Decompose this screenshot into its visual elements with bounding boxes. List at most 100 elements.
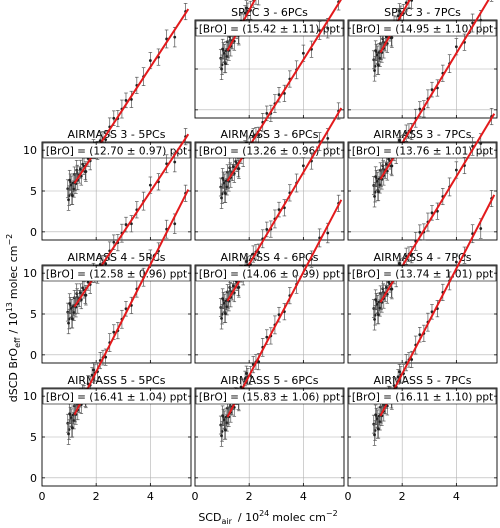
data-point — [69, 307, 73, 310]
data-point — [92, 368, 95, 372]
subplot: AIRMASS 4 - 5PCs [BrO] = (12.58 ± 0.96) p… — [23, 128, 192, 364]
data-point — [225, 185, 229, 189]
y-tick-label: 0 — [30, 226, 37, 239]
data-point — [223, 312, 227, 316]
y-tick-label: 10 — [23, 267, 37, 280]
data-point — [104, 138, 108, 142]
data-point — [378, 183, 382, 187]
data-point — [418, 230, 422, 234]
data-point — [223, 428, 227, 432]
subplot-title: AIRMASS 3 - 7PCs — [374, 128, 472, 141]
data-point — [220, 430, 224, 433]
data-point — [398, 262, 401, 265]
annotation-text: [BrO] = (13.74 ± 1.01) ppt — [352, 269, 493, 281]
data-point — [479, 18, 483, 22]
data-point — [67, 317, 71, 321]
data-point — [374, 175, 378, 178]
x-tick-label: 4 — [147, 490, 154, 503]
data-point — [90, 373, 94, 377]
data-point — [222, 181, 226, 185]
annotation-text: [BrO] = (16.11 ± 1.10) ppt — [352, 392, 493, 404]
data-point — [374, 413, 378, 417]
data-point — [376, 190, 380, 194]
data-point — [220, 316, 223, 320]
data-point — [70, 194, 74, 197]
y-tick-label: 10 — [23, 390, 37, 403]
data-point — [389, 36, 393, 40]
data-point — [430, 88, 434, 92]
data-point — [373, 69, 376, 72]
data-point — [418, 333, 422, 337]
annotation-text: [BrO] = (15.83 ± 1.06) ppt — [199, 392, 340, 404]
data-point — [410, 253, 414, 257]
data-point — [430, 211, 434, 215]
x-tick-label: 2 — [246, 490, 253, 503]
x-tick-label: 0 — [39, 490, 46, 503]
data-point — [112, 240, 116, 244]
data-point — [396, 375, 400, 379]
subplot: AIRMASS 3 - 5PCs [BrO] = (12.70 ± 0.97) p… — [23, 3, 192, 241]
data-point — [389, 164, 393, 168]
data-point — [67, 428, 71, 431]
subplot-title: AIRMASS 4 - 5PCs — [68, 251, 166, 264]
data-point — [220, 192, 224, 196]
data-point — [373, 433, 376, 437]
fit-line — [226, 0, 256, 52]
y-tick-label: 5 — [30, 431, 37, 444]
data-point — [148, 256, 152, 260]
data-point — [225, 421, 229, 425]
data-point — [265, 335, 269, 339]
subplot: AIRMASS 5 - 6PCs [BrO] = (15.83 ± 1.06) p… — [192, 194, 345, 503]
annotation-text: [BrO] = (15.42 ± 1.11) ppt — [199, 24, 340, 36]
data-point — [72, 311, 76, 314]
data-point — [378, 420, 382, 424]
data-point — [389, 287, 393, 291]
subplot: AIRMASS 3 - 7PCs [BrO] = (13.76 ± 1.01) p… — [347, 0, 498, 241]
data-point — [245, 372, 248, 375]
data-point — [277, 208, 281, 211]
data-point — [375, 53, 379, 57]
data-point — [326, 26, 330, 30]
data-point — [79, 291, 82, 295]
data-point — [83, 170, 87, 173]
annotation-text: [BrO] = (13.26 ± 0.96) ppt — [199, 146, 340, 158]
data-point — [396, 14, 400, 18]
data-point — [374, 298, 378, 302]
data-point — [454, 168, 458, 172]
data-point — [373, 318, 376, 321]
data-point — [373, 190, 377, 194]
data-point — [301, 264, 305, 268]
data-point — [232, 165, 235, 169]
data-point — [245, 260, 248, 263]
data-point — [81, 162, 85, 166]
data-point — [72, 419, 76, 423]
data-point — [221, 414, 225, 418]
subplot-title: AIRMASS 3 - 5PCs — [68, 128, 166, 141]
y-tick-label: 10 — [23, 144, 37, 157]
x-tick-label: 0 — [345, 490, 352, 503]
subplot: SPEC 3 - 7PCs[BrO] = (14.95 ± 1.10) ppt — [347, 0, 498, 119]
y-tick-label: 5 — [30, 185, 37, 198]
data-point — [223, 62, 227, 66]
data-point — [124, 223, 128, 226]
data-point — [112, 116, 116, 120]
data-point — [265, 228, 269, 231]
annotation-text: [BrO] = (12.58 ± 0.96) ppt — [46, 269, 187, 281]
data-point — [68, 178, 72, 182]
data-point — [375, 417, 379, 421]
data-point — [376, 313, 380, 317]
y-axis-label: dSCD BrOeff/ 1013molec cm−2 — [5, 234, 22, 403]
data-point — [245, 6, 248, 10]
data-point — [243, 377, 247, 380]
data-point — [67, 198, 70, 202]
data-point — [148, 59, 152, 62]
data-point — [225, 305, 229, 309]
data-point — [223, 192, 227, 195]
x-tick-label: 4 — [300, 490, 307, 503]
data-point — [220, 312, 224, 316]
data-point — [173, 160, 177, 164]
data-point — [104, 262, 108, 265]
data-point — [277, 93, 281, 97]
data-point — [222, 301, 226, 305]
